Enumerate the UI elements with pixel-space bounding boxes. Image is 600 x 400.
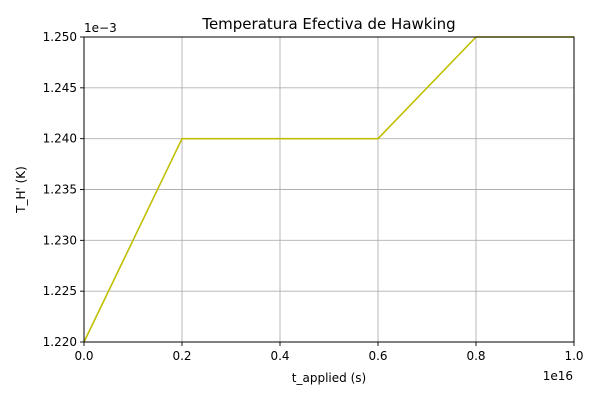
x-tick-label: 0.4 <box>270 349 289 363</box>
x-tick-label: 0.0 <box>74 349 93 363</box>
y-tick-label: 1.250 <box>43 30 77 44</box>
y-axis-ticks: 1.220 1.225 1.230 1.235 1.240 1.245 1.250 <box>43 30 84 349</box>
y-tick-label: 1.235 <box>43 183 77 197</box>
y-axis-label: T_H' (K) <box>14 166 28 214</box>
y-tick-label: 1.225 <box>43 284 77 298</box>
x-tick-label: 0.2 <box>172 349 191 363</box>
y-tick-label: 1.240 <box>43 132 77 146</box>
y-scale-offset-label: 1e−3 <box>84 21 117 35</box>
x-axis-label: t_applied (s) <box>292 371 366 385</box>
y-tick-label: 1.245 <box>43 81 77 95</box>
x-tick-label: 1.0 <box>564 349 583 363</box>
x-axis-ticks: 0.0 0.2 0.4 0.6 0.8 1.0 <box>74 342 584 363</box>
x-scale-offset-label: 1e16 <box>543 369 573 383</box>
x-tick-label: 0.8 <box>466 349 485 363</box>
chart-title: Temperatura Efectiva de Hawking <box>201 15 455 33</box>
y-tick-label: 1.220 <box>43 335 77 349</box>
y-tick-label: 1.230 <box>43 233 77 247</box>
x-tick-label: 0.6 <box>368 349 387 363</box>
